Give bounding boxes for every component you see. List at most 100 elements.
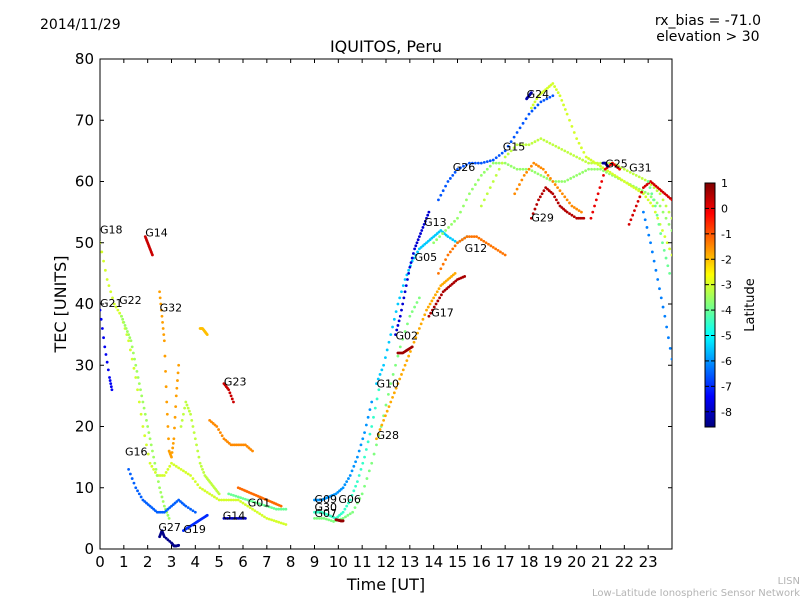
data-point bbox=[173, 426, 176, 430]
data-point bbox=[116, 308, 120, 312]
colorbar-tick-label: -6 bbox=[721, 355, 732, 368]
data-point bbox=[606, 164, 610, 168]
data-point bbox=[341, 516, 345, 520]
data-point bbox=[134, 376, 138, 379]
colorbar-tick-label: -8 bbox=[721, 406, 732, 419]
satellite-label: G09 bbox=[315, 493, 338, 506]
data-point bbox=[529, 164, 533, 168]
data-point bbox=[397, 319, 401, 323]
data-point bbox=[394, 386, 398, 390]
data-point bbox=[590, 167, 593, 171]
data-point bbox=[130, 345, 134, 349]
data-point bbox=[465, 163, 468, 167]
data-point bbox=[668, 347, 672, 350]
data-point bbox=[497, 167, 501, 171]
data-point bbox=[563, 149, 567, 153]
colorbar bbox=[704, 182, 716, 428]
data-point bbox=[596, 163, 600, 167]
data-point bbox=[453, 239, 457, 243]
x-tick-label: 20 bbox=[567, 553, 586, 571]
data-point bbox=[382, 418, 386, 422]
data-point bbox=[613, 173, 617, 177]
series-G32b bbox=[179, 400, 221, 496]
data-point bbox=[403, 363, 407, 367]
data-point bbox=[537, 164, 540, 168]
data-point bbox=[407, 354, 411, 358]
data-point bbox=[121, 317, 125, 321]
data-point bbox=[546, 173, 550, 177]
x-tick-label: 23 bbox=[639, 553, 658, 571]
data-point bbox=[166, 467, 170, 471]
data-point bbox=[578, 172, 582, 176]
data-point bbox=[400, 373, 403, 376]
data-point bbox=[396, 324, 400, 327]
data-point bbox=[568, 118, 571, 122]
data-point bbox=[405, 359, 409, 363]
data-point bbox=[414, 253, 418, 257]
data-point bbox=[643, 218, 647, 222]
data-point bbox=[172, 437, 176, 441]
data-point bbox=[441, 232, 445, 235]
data-point bbox=[392, 391, 396, 395]
data-point bbox=[341, 486, 345, 490]
data-point bbox=[184, 400, 188, 404]
data-point bbox=[522, 173, 526, 177]
data-point bbox=[270, 518, 273, 522]
data-point bbox=[525, 170, 529, 174]
data-point bbox=[560, 180, 564, 183]
data-point bbox=[591, 160, 595, 163]
x-tick-label: 16 bbox=[472, 553, 491, 571]
data-point bbox=[387, 340, 391, 344]
data-point bbox=[402, 296, 406, 300]
data-point bbox=[352, 489, 356, 493]
data-point bbox=[368, 432, 372, 436]
data-point bbox=[646, 198, 650, 202]
data-point bbox=[229, 498, 233, 502]
data-point bbox=[465, 198, 468, 202]
data-point bbox=[243, 516, 247, 520]
data-point bbox=[141, 400, 145, 404]
data-point bbox=[533, 100, 537, 104]
data-point bbox=[570, 213, 574, 217]
satellite-label: G30 bbox=[315, 501, 338, 514]
data-point bbox=[496, 249, 500, 252]
data-point bbox=[107, 284, 111, 288]
data-point bbox=[667, 336, 670, 340]
data-point bbox=[129, 339, 133, 343]
data-point bbox=[353, 506, 357, 510]
data-point bbox=[670, 253, 672, 257]
data-point bbox=[376, 377, 380, 381]
data-point bbox=[148, 437, 152, 441]
data-point bbox=[487, 242, 490, 246]
data-point bbox=[215, 497, 219, 500]
data-point bbox=[198, 486, 202, 490]
data-point bbox=[234, 498, 238, 502]
elevation-text: elevation > 30 bbox=[656, 29, 760, 45]
data-point bbox=[263, 515, 266, 519]
x-tick-label: 15 bbox=[448, 553, 467, 571]
x-tick-label: 1 bbox=[119, 553, 129, 571]
data-point bbox=[460, 238, 464, 242]
data-point bbox=[372, 415, 375, 419]
x-axis: 0 1 2 3 4 5 6 7 8 9 10 11 12 13 14 15 16 17 18 19 20 21 22 23 bbox=[95, 59, 658, 571]
data-point bbox=[436, 299, 440, 303]
data-point bbox=[401, 368, 405, 372]
data-point bbox=[661, 241, 664, 245]
x-tick-label: 4 bbox=[191, 553, 201, 571]
data-point bbox=[201, 487, 204, 491]
data-point bbox=[527, 143, 531, 147]
data-point bbox=[170, 455, 173, 459]
data-point bbox=[260, 513, 264, 517]
data-point bbox=[102, 259, 105, 263]
data-point bbox=[515, 167, 519, 171]
x-tick-label: 6 bbox=[238, 553, 248, 571]
data-point bbox=[548, 141, 552, 145]
data-point bbox=[463, 275, 467, 278]
satellite-label: G14 bbox=[223, 510, 246, 523]
data-point bbox=[524, 167, 528, 171]
data-point bbox=[648, 186, 652, 190]
satellite-label: G15 bbox=[503, 140, 526, 153]
data-point bbox=[437, 287, 441, 291]
data-point bbox=[451, 173, 455, 177]
y-tick-label: 60 bbox=[75, 173, 94, 191]
